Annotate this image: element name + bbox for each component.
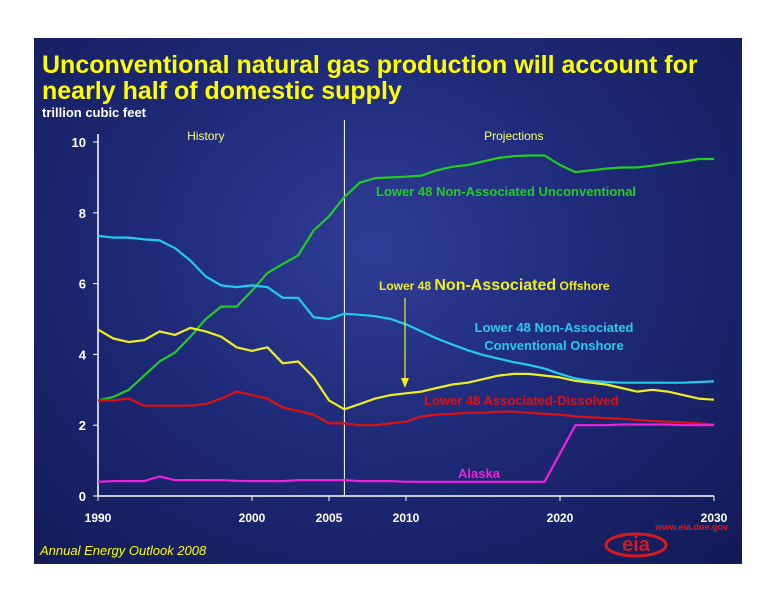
production-line-chart: 0 2 4 6 8 10 1990 2000 2005 2010 2020 2030 History Pr… bbox=[72, 120, 728, 525]
annotation-line: Conventional Onshore bbox=[484, 338, 623, 353]
annotation-line: Lower 48 Non-Associated Unconventional bbox=[376, 184, 636, 199]
x-tick-label: 2020 bbox=[547, 511, 574, 525]
y-tick-label: 4 bbox=[79, 347, 87, 362]
y-tick-label: 0 bbox=[79, 489, 86, 504]
y-tick-label: 6 bbox=[79, 277, 86, 292]
chart-axes: 0 2 4 6 8 10 1990 2000 2005 2010 2020 2030 History Pr… bbox=[72, 120, 728, 525]
series-annotation-1: Lower 48 Non-Associated Unconventional bbox=[376, 184, 636, 199]
annotation-part: Non-Associated bbox=[434, 277, 556, 294]
y-tick-label: 8 bbox=[79, 206, 86, 221]
logo-url: www.eia.doe.gov bbox=[654, 522, 728, 532]
series-annotation-3: Lower 48 Non-Associated Conventional Onsh… bbox=[475, 320, 634, 353]
unit-label: trillion cubic feet bbox=[42, 105, 147, 120]
footer-source: Annual Energy Outlook 2008 bbox=[40, 543, 207, 558]
x-tick-label: 1990 bbox=[85, 511, 112, 525]
logo-text: eia bbox=[622, 534, 651, 556]
offshore-arrow-head bbox=[401, 378, 409, 388]
chart-series bbox=[97, 154, 715, 483]
x-tick-label: 2030 bbox=[701, 511, 728, 525]
x-tick-label: 2000 bbox=[239, 511, 266, 525]
series-line-4 bbox=[98, 390, 715, 427]
slide: Unconventional natural gas production wi… bbox=[34, 38, 742, 564]
series-line-3 bbox=[97, 326, 715, 411]
annotation-line: Lower 48 Associated-Dissolved bbox=[424, 393, 619, 408]
x-tick-label: 2005 bbox=[316, 511, 343, 525]
eia-logo: www.eia.doe.gov eia bbox=[604, 522, 728, 558]
region-label: History bbox=[187, 129, 224, 143]
chart-annotations: Lower 48 Non-Associated Unconventional Lo… bbox=[376, 184, 636, 481]
series-line-5 bbox=[97, 423, 714, 483]
annotation-line: Lower 48 Non-Associated bbox=[475, 320, 634, 335]
y-tick-label: 10 bbox=[72, 135, 86, 150]
slide-title: Unconventional natural gas production wi… bbox=[42, 51, 698, 105]
series-line-1 bbox=[97, 154, 714, 402]
region-label: Projections bbox=[484, 129, 543, 143]
y-tick-label: 2 bbox=[79, 418, 86, 433]
annotation-line: Alaska bbox=[458, 466, 501, 481]
annotation-part: Lower 48 bbox=[379, 279, 434, 293]
series-line-2 bbox=[97, 234, 715, 384]
series-annotation-4: Lower 48 Associated-Dissolved bbox=[424, 393, 619, 408]
annotation-part: Offshore bbox=[556, 279, 610, 293]
series-annotation-2: Lower 48 Non-Associated Offshore bbox=[379, 277, 610, 294]
x-tick-label: 2010 bbox=[393, 511, 420, 525]
series-annotation-5: Alaska bbox=[458, 466, 501, 481]
